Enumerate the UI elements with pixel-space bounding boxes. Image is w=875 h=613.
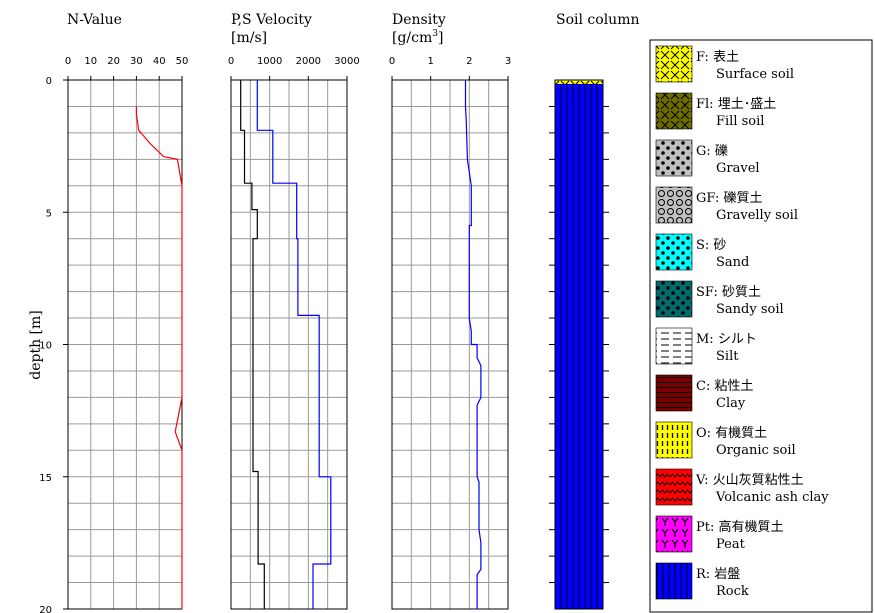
legend-swatch-pattern-R bbox=[656, 563, 692, 599]
legend-sublabel-V: Volcanic ash clay bbox=[715, 490, 829, 505]
density-unit-label: [g/cm3] bbox=[392, 29, 443, 46]
legend-label-R: R: 岩盤 bbox=[696, 567, 740, 582]
legend-sublabel-R: Rock bbox=[716, 584, 749, 599]
legend-swatch-pattern-M bbox=[656, 328, 692, 364]
legend-sublabel-O: Organic soil bbox=[716, 443, 796, 458]
legend-swatch-pattern-S bbox=[656, 234, 692, 270]
legend-sublabel-Pt: Peat bbox=[716, 537, 746, 552]
legend-label-Pt: Pt: 高有機質土 bbox=[696, 519, 783, 535]
legend-swatch-pattern-C bbox=[656, 375, 692, 411]
legend-label-GF: GF: 礫質土 bbox=[696, 190, 762, 206]
velocity-xtick-label: 3000 bbox=[334, 56, 359, 67]
density-xtick-label: 1 bbox=[427, 56, 433, 67]
legend-label-V: V: 火山灰質粘性土 bbox=[695, 473, 804, 488]
depth-tick-label: 0 bbox=[46, 76, 52, 87]
nvalue-panel: 0 10 20 30 40 50 0 5 10 15 20 bbox=[39, 56, 188, 613]
soil-layer-pattern-F bbox=[555, 80, 603, 84]
soil-column-title: Soil column bbox=[556, 12, 639, 28]
legend-sublabel-G: Gravel bbox=[716, 161, 760, 176]
density-xtick-label: 2 bbox=[466, 56, 472, 67]
depth-tick-label: 15 bbox=[39, 473, 52, 484]
legend-sublabel-S: Sand bbox=[716, 255, 749, 270]
legend-label-Fl: Fl: 埋土･盛土 bbox=[696, 97, 776, 112]
velocity-xtick-label: 2000 bbox=[296, 56, 321, 67]
legend-label-SF: SF: 砂質土 bbox=[696, 285, 761, 300]
soil-legend: F: 表土 Surface soil Fl: 埋土･盛土 Fill soil G: 礫 G… bbox=[650, 40, 872, 612]
legend-label-F: F: 表土 bbox=[696, 50, 739, 65]
density-panel-title: Density bbox=[392, 12, 446, 28]
depth-tick-label: 10 bbox=[39, 341, 52, 352]
legend-label-M: M: シルト bbox=[696, 332, 757, 347]
legend-swatch-pattern-Pt bbox=[656, 516, 692, 552]
legend-swatch-pattern-V bbox=[656, 469, 692, 505]
nvalue-xtick-label: 10 bbox=[84, 56, 97, 67]
nvalue-xtick-label: 50 bbox=[176, 56, 189, 67]
density-xtick-label: 3 bbox=[505, 56, 511, 67]
legend-swatch-pattern-G bbox=[656, 140, 692, 176]
legend-swatch-pattern-SF bbox=[656, 281, 692, 317]
nvalue-xtick-label: 0 bbox=[65, 56, 71, 67]
velocity-panel: 0 1000 2000 3000 bbox=[228, 56, 360, 609]
legend-label-S: S: 砂 bbox=[696, 238, 726, 253]
soil-layer-pattern-R bbox=[555, 84, 603, 609]
nvalue-xtick-label: 30 bbox=[130, 56, 143, 67]
velocity-xtick-label: 1000 bbox=[257, 56, 282, 67]
legend-sublabel-SF: Sandy soil bbox=[716, 302, 784, 317]
legend-sublabel-GF: Gravelly soil bbox=[716, 208, 798, 223]
nvalue-xtick-label: 40 bbox=[153, 56, 166, 67]
velocity-panel-title: P,S Velocity bbox=[231, 12, 312, 28]
legend-sublabel-F: Surface soil bbox=[716, 67, 794, 82]
legend-label-G: G: 礫 bbox=[696, 143, 728, 159]
legend-swatch-pattern-O bbox=[656, 422, 692, 458]
legend-sublabel-Fl: Fill soil bbox=[716, 114, 764, 129]
chart-panels: 0 10 20 30 40 50 0 5 10 15 20 0 1000 2000 3000 0 1 2 3 bbox=[39, 56, 511, 613]
nvalue-panel-title: N-Value bbox=[67, 12, 122, 28]
legend-swatch-pattern-F bbox=[656, 46, 692, 82]
legend-sublabel-C: Clay bbox=[716, 396, 746, 411]
depth-tick-label: 20 bbox=[39, 605, 52, 613]
velocity-xtick-label: 0 bbox=[228, 56, 234, 67]
legend-label-C: C: 粘性土 bbox=[696, 379, 753, 394]
depth-tick-label: 5 bbox=[46, 208, 52, 219]
nvalue-xtick-label: 20 bbox=[107, 56, 120, 67]
soil-column bbox=[549, 80, 609, 609]
legend-swatch-pattern-Fl bbox=[656, 93, 692, 129]
density-panel: 0 1 2 3 bbox=[389, 56, 511, 609]
legend-swatch-pattern-GF bbox=[656, 187, 692, 223]
legend-sublabel-M: Silt bbox=[716, 349, 739, 364]
density-xtick-label: 0 bbox=[389, 56, 395, 67]
legend-label-O: O: 有機質土 bbox=[696, 426, 767, 441]
velocity-unit-label: [m/s] bbox=[231, 30, 267, 46]
